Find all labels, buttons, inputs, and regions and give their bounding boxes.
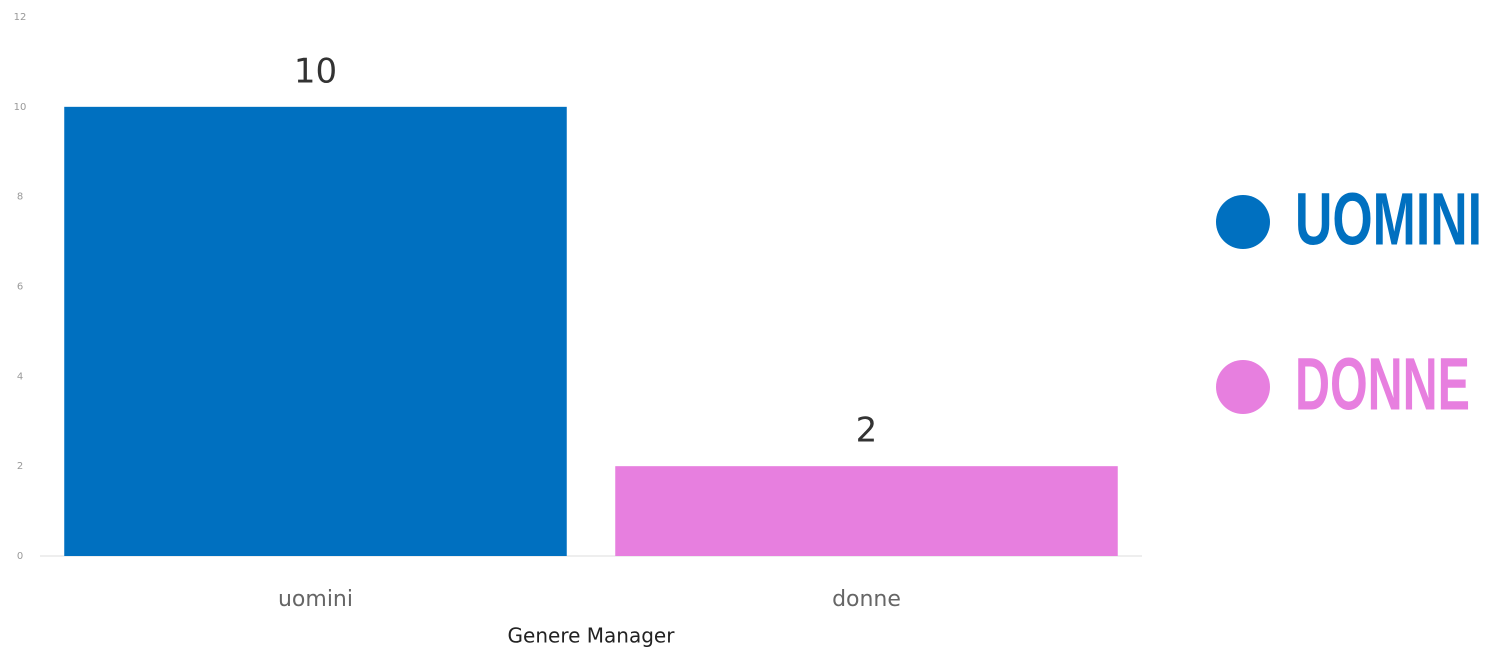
y-tick-label: 0 bbox=[17, 551, 23, 562]
bar bbox=[615, 466, 1118, 556]
y-tick-label: 2 bbox=[17, 461, 23, 472]
x-tick-label: donne bbox=[832, 587, 901, 612]
x-tick-label: uomini bbox=[278, 587, 353, 612]
y-tick-label: 8 bbox=[17, 192, 23, 203]
y-tick-label: 6 bbox=[17, 282, 23, 293]
legend-marker bbox=[1216, 360, 1270, 414]
x-axis-title: Genere Manager bbox=[508, 624, 676, 648]
y-tick-label: 10 bbox=[14, 102, 27, 113]
y-tick-label: 4 bbox=[17, 371, 23, 382]
legend-label: UOMINI bbox=[1295, 178, 1482, 261]
data-label: 10 bbox=[294, 51, 337, 91]
bar bbox=[64, 106, 567, 556]
y-tick-label: 12 bbox=[14, 12, 27, 23]
legend-marker bbox=[1216, 195, 1270, 249]
legend-label: DONNE bbox=[1295, 343, 1470, 426]
data-label: 2 bbox=[856, 411, 878, 451]
